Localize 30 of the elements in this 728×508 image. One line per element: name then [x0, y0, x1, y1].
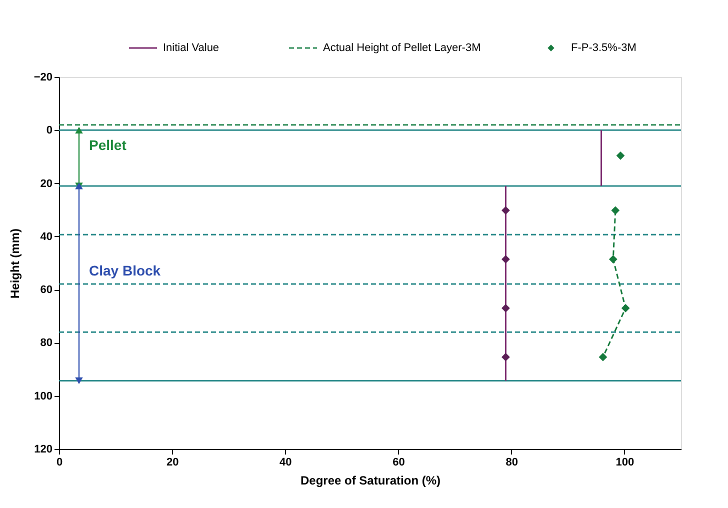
point	[621, 304, 630, 312]
y-tick-label: 100	[34, 390, 52, 402]
x-tick-label: 100	[616, 456, 634, 468]
x-tick-label: 20	[166, 456, 179, 468]
point	[611, 206, 620, 215]
x-axis-title: Degree of Saturation (%)	[300, 474, 441, 488]
point	[608, 255, 618, 264]
legend-label: Actual Height of Pellet Layer-3M	[323, 42, 481, 54]
x-tick-label: 40	[280, 456, 292, 468]
x-tick-label: 0	[56, 456, 63, 468]
annotation: Clay Block	[89, 262, 161, 278]
y-tick-label: 0	[46, 124, 52, 137]
x-tick-label: 60	[392, 456, 405, 468]
point	[598, 352, 608, 362]
point	[502, 255, 510, 264]
legend-label: Initial Value	[163, 42, 220, 54]
x-tick-label: 80	[506, 456, 518, 468]
y-tick-label: 60	[40, 284, 52, 296]
legend-label: F-P-3.5%-3M	[571, 42, 636, 54]
point	[502, 304, 510, 312]
y-tick-label: −20	[34, 72, 52, 84]
annotation: Pellet	[89, 137, 127, 154]
y-tick-label: 40	[40, 230, 52, 243]
y-axis-title: Height (mm)	[8, 228, 22, 298]
point	[502, 206, 510, 215]
y-tick-label: 20	[40, 178, 52, 190]
point	[502, 352, 510, 362]
y-tick-label: 120	[34, 444, 52, 456]
y-tick-label: 80	[40, 337, 52, 350]
point	[616, 151, 625, 160]
